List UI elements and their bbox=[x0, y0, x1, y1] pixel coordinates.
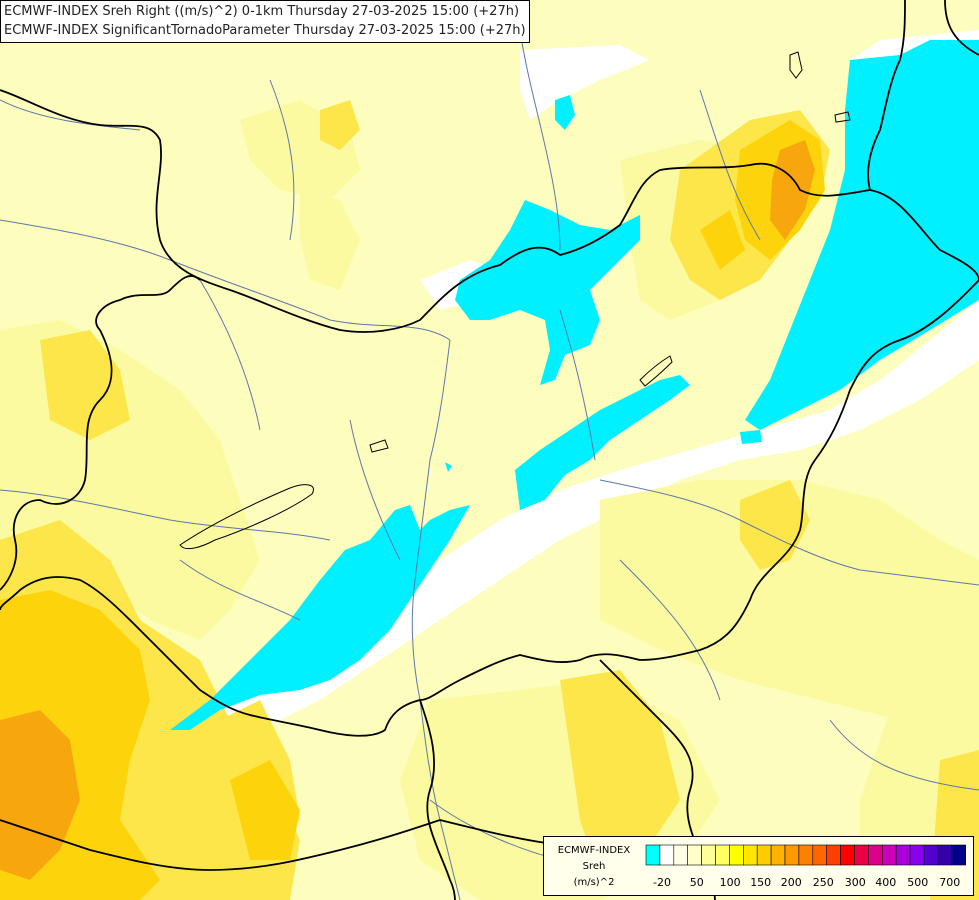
legend-swatch bbox=[868, 844, 883, 866]
legend-swatch bbox=[645, 844, 661, 866]
legend-tick-label: 700 bbox=[939, 876, 960, 889]
legend-swatch bbox=[687, 844, 702, 866]
legend-tick-label: 100 bbox=[720, 876, 741, 889]
legend-tick-label: 500 bbox=[907, 876, 928, 889]
legend-swatch bbox=[895, 844, 911, 866]
legend-tick-label: 400 bbox=[875, 876, 896, 889]
legend-tick-label: 50 bbox=[690, 876, 704, 889]
legend-unit: (m/s)^2 bbox=[573, 877, 615, 888]
title-line-1: ECMWF-INDEX Sreh Right ((m/s)^2) 0-1km T… bbox=[4, 4, 520, 19]
legend-swatch bbox=[729, 844, 744, 866]
legend-swatch bbox=[784, 844, 800, 866]
legend-swatch bbox=[659, 844, 675, 866]
legend-variable: Sreh bbox=[582, 861, 606, 872]
legend-swatch bbox=[715, 844, 730, 866]
legend-tick-label: 300 bbox=[845, 876, 866, 889]
legend-swatch bbox=[951, 844, 966, 866]
legend-tick-label: 150 bbox=[750, 876, 771, 889]
legend-tick-label: -20 bbox=[653, 876, 671, 889]
legend-swatch bbox=[826, 844, 841, 866]
title-line-2: ECMWF-INDEX SignificantTornadoParameter … bbox=[4, 23, 526, 38]
color-legend: ECMWF-INDEX Sreh (m/s)^2 -20 50 100 150 200 2… bbox=[543, 836, 974, 896]
legend-swatch bbox=[923, 844, 939, 866]
legend-swatch bbox=[909, 844, 925, 866]
legend-swatch bbox=[770, 844, 786, 866]
map-title-box: ECMWF-INDEX Sreh Right ((m/s)^2) 0-1km T… bbox=[0, 0, 530, 43]
lakes bbox=[179, 51, 851, 550]
legend-name: ECMWF-INDEX bbox=[557, 845, 631, 856]
legend-swatch bbox=[673, 844, 689, 866]
legend-swatch bbox=[798, 844, 814, 866]
legend-colorbar: -20 50 100 150 200 250 300 400 500 700 bbox=[645, 844, 966, 889]
legend-swatch bbox=[743, 844, 758, 866]
legend-tick-label: 250 bbox=[813, 876, 834, 889]
legend-swatch bbox=[812, 844, 827, 866]
negative-sreh-cyan-areas bbox=[170, 40, 979, 730]
legend-tick-label: 200 bbox=[781, 876, 802, 889]
legend-swatch bbox=[854, 844, 869, 866]
legend-swatch bbox=[881, 844, 897, 866]
legend-swatch bbox=[840, 844, 855, 866]
sreh-200-250-areas bbox=[0, 140, 815, 880]
legend-swatch bbox=[701, 844, 716, 866]
legend-swatch bbox=[937, 844, 953, 866]
legend-swatch bbox=[756, 844, 772, 866]
